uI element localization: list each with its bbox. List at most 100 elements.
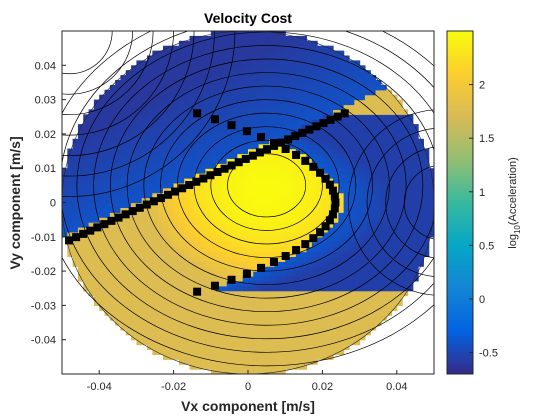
boundary-block <box>269 139 278 148</box>
field-cell <box>242 40 249 47</box>
field-cell <box>173 60 180 66</box>
field-cell <box>279 75 286 81</box>
field-cell <box>269 84 276 91</box>
field-cell <box>184 241 191 248</box>
field-cell <box>269 222 276 228</box>
field-cell <box>184 285 191 292</box>
field-cell <box>248 305 254 311</box>
field-cell <box>242 315 249 321</box>
field-cell <box>311 315 318 321</box>
field-cell <box>109 148 116 155</box>
field-cell <box>274 133 281 140</box>
field-cell <box>311 197 318 204</box>
field-cell <box>162 227 169 233</box>
field-cell <box>173 227 180 233</box>
field-cell <box>253 222 260 228</box>
field-cell <box>412 202 419 208</box>
field-cell <box>370 168 377 174</box>
field-cell <box>317 178 323 184</box>
field-cell <box>162 325 169 331</box>
field-cell <box>221 236 228 243</box>
field-cell <box>115 94 122 101</box>
x-tick-label: -0.02 <box>161 381 186 393</box>
field-cell <box>396 99 403 106</box>
field-cell <box>88 129 95 135</box>
field-cell <box>184 84 191 91</box>
field-cell <box>189 290 196 297</box>
field-cell <box>354 192 361 199</box>
field-cell <box>157 119 164 125</box>
field-cell <box>237 231 244 238</box>
field-cell <box>359 99 366 106</box>
field-cell <box>285 300 292 306</box>
field-cell <box>168 300 175 306</box>
field-cell <box>99 251 106 257</box>
field-cell <box>290 290 297 297</box>
field-cell <box>152 212 159 218</box>
field-cell <box>152 315 159 321</box>
field-cell <box>205 246 212 253</box>
field-cell <box>396 251 403 257</box>
field-cell <box>99 246 106 253</box>
field-cell <box>428 217 434 223</box>
field-cell <box>194 364 201 370</box>
field-cell <box>253 143 260 150</box>
field-cell <box>131 124 137 130</box>
field-cell <box>120 227 127 233</box>
field-cell <box>115 99 122 106</box>
field-cell <box>380 178 387 184</box>
field-cell <box>348 148 355 155</box>
field-cell <box>306 148 313 155</box>
field-cell <box>269 119 276 125</box>
field-cell <box>141 89 148 96</box>
field-cell <box>83 227 90 233</box>
field-cell <box>115 290 122 297</box>
field-cell <box>221 290 228 297</box>
field-cell <box>147 251 153 257</box>
field-cell <box>311 280 318 287</box>
field-cell <box>253 261 260 267</box>
field-cell <box>131 197 137 204</box>
field-cell <box>173 178 180 184</box>
field-cell <box>216 178 223 184</box>
field-cell <box>290 94 297 101</box>
field-cell <box>189 65 196 71</box>
field-cell <box>327 55 334 61</box>
field-cell <box>162 276 169 282</box>
field-cell <box>147 339 153 346</box>
field-cell <box>162 222 169 228</box>
field-cell <box>301 256 308 262</box>
field-cell <box>407 241 414 248</box>
field-cell <box>184 276 191 282</box>
field-cell <box>375 212 382 218</box>
field-cell <box>327 133 334 140</box>
field-cell <box>407 251 414 257</box>
field-cell <box>274 89 281 96</box>
field-cell <box>295 315 302 321</box>
field-cell <box>115 158 122 164</box>
field-cell <box>200 227 207 233</box>
x-axis-label: Vx component [m/s] <box>181 398 315 414</box>
field-cell <box>327 163 334 169</box>
field-cell <box>131 114 137 120</box>
field-cell <box>407 207 414 213</box>
field-cell <box>178 65 185 71</box>
field-cell <box>189 50 196 57</box>
field-cell <box>205 143 212 150</box>
field-cell <box>364 315 371 321</box>
field-cell <box>364 261 371 267</box>
field-cell <box>274 320 281 326</box>
field-cell <box>242 246 249 253</box>
field-cell <box>216 276 223 282</box>
field-cell <box>412 251 419 257</box>
field-cell <box>375 84 382 91</box>
field-cell <box>200 217 207 223</box>
field-cell <box>311 70 318 76</box>
field-cell <box>274 45 281 52</box>
field-cell <box>162 285 169 292</box>
field-cell <box>173 295 180 302</box>
field-cell <box>125 329 132 336</box>
colorbar-tick-label: 1.5 <box>479 133 494 145</box>
field-cell <box>226 75 233 81</box>
field-cell <box>194 75 201 81</box>
